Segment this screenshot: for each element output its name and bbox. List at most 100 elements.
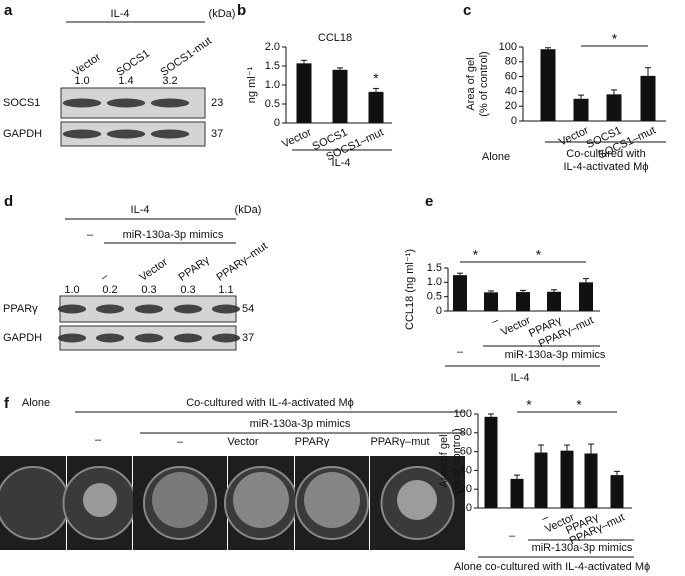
y-tick-label: 1.0 xyxy=(427,276,442,288)
lane-label: SOCS1-mut xyxy=(159,35,214,79)
gel xyxy=(233,472,289,528)
y-tick-label: 20 xyxy=(460,483,472,495)
y-tick-label: 80 xyxy=(460,427,472,439)
well xyxy=(0,466,70,540)
gel xyxy=(83,483,117,517)
y-tick-label: 1.5 xyxy=(265,60,280,72)
row-name: SOCS1 xyxy=(3,97,40,109)
quantity: 1.4 xyxy=(118,75,133,87)
quantity: 0.3 xyxy=(141,284,156,296)
group-label: IL-4-activated Mϕ xyxy=(563,161,648,173)
significance-star: * xyxy=(373,70,379,86)
panel-label: e xyxy=(425,193,433,210)
x-tick-label: Vector xyxy=(499,314,533,338)
x-tick-label: – xyxy=(540,511,551,525)
significance-star: * xyxy=(536,247,542,263)
bar xyxy=(610,475,624,508)
quantity: 3.2 xyxy=(162,75,177,87)
bar xyxy=(640,75,656,121)
gel xyxy=(397,480,437,520)
bar xyxy=(484,416,498,508)
bar xyxy=(584,453,598,508)
lane-label: PPARγ xyxy=(295,436,330,448)
band xyxy=(173,333,203,343)
bar xyxy=(453,275,467,311)
y-tick-label: 0.5 xyxy=(265,98,280,110)
y-tick-label: 20 xyxy=(505,100,517,112)
y-tick-label: 40 xyxy=(460,464,472,476)
y-tick-label: 100 xyxy=(454,408,472,420)
bar xyxy=(579,282,593,311)
treatment-label: miR-130a-3p mimics xyxy=(123,229,224,241)
row-name: GAPDH xyxy=(3,332,42,344)
x-tick-label: – xyxy=(490,314,501,328)
y-tick-label: 60 xyxy=(460,446,472,458)
blot-header: IL-4 xyxy=(131,204,150,216)
quantity: 1.0 xyxy=(64,284,79,296)
band xyxy=(150,129,190,139)
significance-star: * xyxy=(576,397,582,413)
row-label: – xyxy=(509,530,516,542)
y-axis-label: ng ml⁻¹ xyxy=(246,66,258,103)
quantity: 1.0 xyxy=(74,75,89,87)
lane-label: – xyxy=(99,270,112,284)
kda-header: (kDa) xyxy=(209,8,236,20)
y-axis-label: (% of control) xyxy=(451,428,463,493)
bar xyxy=(368,91,384,123)
quantity: 0.3 xyxy=(180,284,195,296)
bar xyxy=(606,94,622,121)
kda-header: (kDa) xyxy=(235,204,262,216)
y-tick-label: 0 xyxy=(274,117,280,129)
y-tick-label: 1.0 xyxy=(265,79,280,91)
band xyxy=(211,304,241,314)
band xyxy=(150,98,190,108)
treatment-label: miR-130a-3p mimics xyxy=(250,418,351,430)
bar xyxy=(510,478,524,508)
y-tick-label: 0 xyxy=(511,115,517,127)
bar xyxy=(560,450,574,508)
bar xyxy=(534,452,548,508)
panel-label: a xyxy=(4,2,13,19)
band xyxy=(95,304,125,314)
row-label: – xyxy=(457,346,464,358)
band xyxy=(57,304,87,314)
row-kda: 37 xyxy=(211,128,223,140)
quantity: 1.1 xyxy=(218,284,233,296)
group-label: Co-cultured with xyxy=(566,148,645,160)
y-tick-label: 0 xyxy=(466,502,472,514)
gel xyxy=(152,472,208,528)
y-tick-label: 0.5 xyxy=(427,291,442,303)
y-tick-label: 60 xyxy=(505,71,517,83)
band xyxy=(134,333,164,343)
y-axis-label: (% of control) xyxy=(478,51,490,116)
y-tick-label: 100 xyxy=(499,41,517,53)
lane-label: Vector xyxy=(227,436,259,448)
bar xyxy=(484,292,498,311)
band xyxy=(95,333,125,343)
blot-header: IL-4 xyxy=(111,8,130,20)
bar xyxy=(573,98,589,121)
group-label: IL-4 xyxy=(511,372,530,384)
chart-title: CCL18 xyxy=(318,32,352,44)
lane-label: PPARγ xyxy=(177,254,213,284)
group-label: IL-4 xyxy=(332,157,351,169)
lane-label: PPARγ–mut xyxy=(215,240,270,284)
treatment-label: – xyxy=(87,229,94,241)
y-axis-label: CCL18 (ng ml⁻¹) xyxy=(404,249,416,330)
bar xyxy=(296,63,312,123)
group-label: Alone co-cultured with IL-4-activated Mϕ xyxy=(454,561,650,573)
bar xyxy=(540,49,556,121)
lane-label: – xyxy=(177,436,184,448)
band xyxy=(62,129,102,139)
row-name: PPARγ xyxy=(3,303,38,315)
alone-label: Alone xyxy=(22,397,50,409)
significance-star: * xyxy=(612,31,618,47)
panel-label: f xyxy=(4,395,10,412)
band xyxy=(106,129,146,139)
panel-label: c xyxy=(463,2,471,19)
x-tick-label: Vector xyxy=(280,126,314,150)
panel-label: b xyxy=(237,2,246,19)
row-kda: 37 xyxy=(242,332,254,344)
row-kda: 54 xyxy=(242,303,254,315)
